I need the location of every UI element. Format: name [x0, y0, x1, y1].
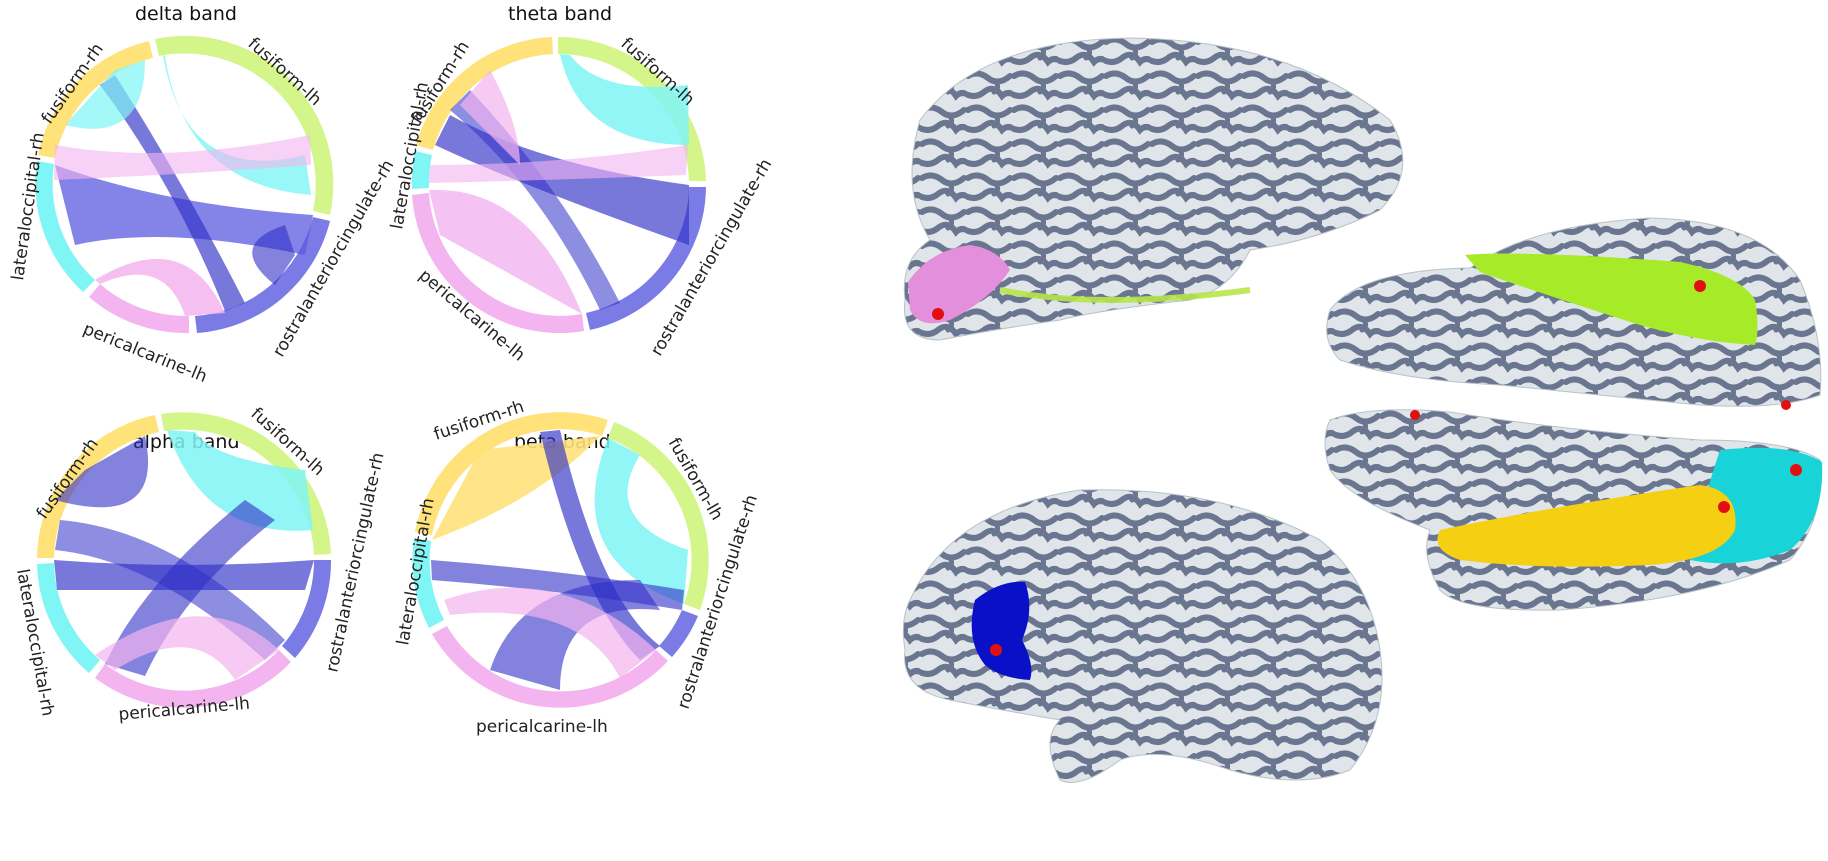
arc-lateraloccipital-rh	[412, 538, 444, 628]
arc-fusiform-rh	[416, 37, 553, 150]
region-pericalcarine	[908, 245, 1010, 324]
arc-rostralanteriorcingulate-rh	[195, 217, 330, 333]
label-rostralanteriorcingulate-rh: rostralanteriorcingulate-rh	[322, 451, 388, 674]
chord	[490, 580, 660, 690]
arc-lateraloccipital-rh	[37, 563, 100, 673]
label-pericalcarine-lh: pericalcarine-lh	[80, 319, 210, 387]
marker	[1790, 464, 1802, 476]
chord	[444, 587, 656, 678]
arc-lateraloccipital-rh	[411, 151, 432, 189]
brain-inferior-top	[1326, 217, 1822, 410]
arc-rostralanteriorcingulate-rh	[586, 187, 706, 330]
arc-fusiform-lh	[155, 35, 334, 215]
chord	[594, 438, 688, 604]
chord	[95, 258, 225, 316]
marker	[1718, 501, 1730, 513]
brain-inferior-bottom	[1324, 409, 1823, 611]
brain-medial-bottom	[902, 489, 1383, 783]
arc-fusiform-lh	[608, 422, 709, 610]
chord	[65, 60, 145, 129]
chord	[429, 189, 582, 314]
arc-pericalcarine-lh	[412, 193, 584, 334]
chord	[540, 430, 660, 660]
region-rostralanteriorcingulate	[971, 581, 1032, 680]
chord-panel-beta: beta band fusiform-lh fusiform-rh latera…	[393, 397, 762, 737]
chord	[100, 75, 245, 311]
chord	[55, 436, 149, 508]
arc-fusiform-rh	[415, 412, 608, 535]
marker	[990, 644, 1002, 656]
region-fusiform-rh	[1437, 485, 1736, 567]
marker	[1781, 400, 1791, 410]
arc-fusiform-rh	[37, 415, 159, 558]
label-pericalcarine-lh: pericalcarine-lh	[476, 717, 608, 737]
chord-panel-theta: theta band fusiform-lh fusiform-rh later…	[387, 3, 776, 366]
brain-medial-top	[903, 37, 1404, 341]
chord	[429, 145, 688, 183]
chord	[560, 54, 689, 145]
arc-lateraloccipital-rh	[35, 161, 95, 292]
arc-pericalcarine-lh	[95, 650, 291, 708]
arc-fusiform-rh	[38, 41, 153, 158]
marker	[932, 308, 944, 320]
panel-title: theta band	[508, 3, 612, 25]
arc-rostralanteriorcingulate-rh	[659, 610, 698, 657]
panel-title: delta band	[135, 3, 237, 25]
arc-pericalcarine-lh	[432, 626, 668, 708]
chord	[450, 90, 620, 310]
chord	[460, 70, 520, 165]
arc-pericalcarine-lh	[89, 284, 189, 334]
chord	[95, 616, 279, 680]
chord	[167, 430, 313, 531]
chord	[54, 135, 311, 180]
region-fusiform-lh	[1465, 253, 1758, 345]
chord-panel-alpha: alpha band fusiform-lh fusiform-rh later…	[12, 404, 388, 725]
chord-panel-delta: delta band fusiform-lh fusiform-rh later…	[8, 3, 398, 387]
arc-rostralanteriorcingulate-rh	[282, 560, 332, 658]
chord	[252, 225, 295, 285]
marker	[1694, 280, 1706, 292]
marker	[1410, 410, 1420, 420]
